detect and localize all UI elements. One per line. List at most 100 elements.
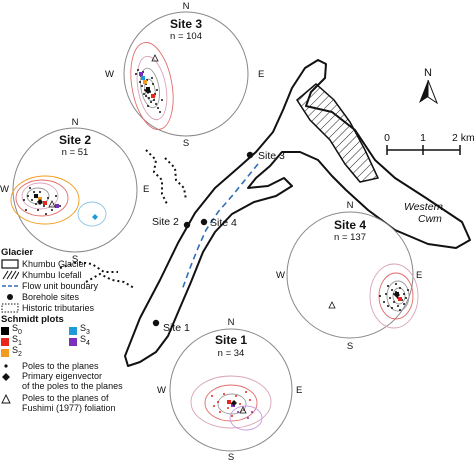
legend-label-flow-unit-boundary: Flow unit boundary	[22, 280, 99, 291]
legend-label-s1: S1	[12, 334, 22, 347]
legend-item-flow-unit-boundary: Flow unit boundary	[1, 280, 176, 291]
legend-item-eigenvector: Primary eigenvector of the poles to the …	[1, 371, 176, 393]
legend-glacier-header: Glacier	[1, 247, 34, 258]
legend-item-s2: S2	[1, 345, 69, 360]
site-2-west: W	[0, 184, 9, 195]
borehole-site-3	[246, 151, 254, 159]
legend-label-eigen-2: of the poles to the planes	[22, 381, 123, 391]
legend-label-s3: S3	[80, 323, 90, 336]
stereonet-site-3: Site 3 n = 104 N E S W	[105, 1, 264, 149]
s0-swatch-icon	[1, 326, 9, 335]
legend-label-historic-tributaries: Historic tributaries	[22, 302, 95, 313]
borehole-sites	[152, 151, 254, 327]
site-4-title: Site 4	[334, 218, 366, 232]
dot-icon	[1, 292, 19, 302]
borehole-site-1	[152, 319, 160, 327]
legend-item-s4: S4	[69, 334, 137, 349]
site-3-north: N	[183, 1, 190, 12]
site-3-west: W	[105, 69, 114, 80]
stereonet-site-2-frame	[12, 127, 138, 253]
site-4-n: n = 137	[334, 232, 366, 243]
stereonet-site-4-frame	[286, 211, 414, 339]
site-3-title: Site 3	[170, 17, 202, 31]
site-4-north: N	[347, 200, 354, 211]
hatched-box-icon	[1, 270, 20, 280]
scale-tick-0: 0	[384, 132, 390, 144]
legend-item-s3: S3	[69, 323, 137, 338]
site-4-west: W	[276, 270, 285, 281]
map-label-site-4: Site 4	[210, 217, 237, 229]
site-1-west: W	[157, 385, 166, 396]
map-label-site-3: Site 3	[258, 150, 285, 162]
historic-tributaries	[59, 149, 187, 289]
khumbu-icefall	[296, 83, 380, 183]
s2-swatch-icon	[1, 348, 9, 357]
legend-item-fushimi: Poles to the planes of Fushimi (1977) fo…	[1, 393, 176, 415]
scale-tick-1: 1	[420, 132, 426, 144]
legend-schmidt-row-1: S0 S3	[1, 323, 176, 338]
legend-label-s0: S0	[12, 323, 22, 336]
legend-item-khumbu-icefall: Khumbu Icefall	[1, 269, 176, 280]
s4-swatch-icon	[69, 337, 77, 346]
site-1-north: N	[228, 317, 235, 328]
site-1-n: n = 34	[218, 348, 245, 359]
stereonet-site-3-frame	[123, 11, 249, 137]
legend-item-khumbu-glacier: Khumbu Glacier	[1, 258, 176, 269]
map-label-site-1: Site 1	[163, 322, 190, 334]
triangle-icon	[1, 393, 19, 404]
site-1-title: Site 1	[215, 333, 247, 347]
s3-swatch-icon	[69, 326, 77, 335]
legend-label-fushimi-2: Fushimi (1977) foliation	[22, 403, 116, 413]
legend-label-khumbu-glacier: Khumbu Glacier	[22, 258, 87, 269]
legend: Glacier Khumbu Glacier Khumbu Icefall Fl…	[1, 247, 176, 415]
site-3-east: E	[258, 69, 264, 80]
map-label-western-cwm-1: Western	[404, 201, 443, 213]
site-2-east: E	[143, 184, 149, 195]
legend-item-s1: S1	[1, 334, 69, 349]
site-1-poles	[211, 391, 251, 417]
s1-swatch-icon	[1, 337, 9, 346]
north-arrow-icon: N	[419, 67, 439, 105]
site-2-south: S	[72, 254, 78, 265]
site-2-n: n = 51	[62, 147, 89, 158]
dotted-box-icon	[1, 303, 19, 313]
scale-tick-2: 2 km	[452, 132, 474, 144]
borehole-site-4	[200, 218, 208, 226]
borehole-site-2	[183, 221, 191, 229]
stereonet-site-1: Site 1 n = 34 N E S W	[157, 317, 302, 463]
site-3-n: n = 104	[170, 31, 202, 42]
legend-item-historic-tributaries: Historic tributaries	[1, 302, 176, 313]
legend-item-poles: Poles to the planes	[1, 360, 176, 371]
stereonet-site-4: Site 4 n = 137 N E S W	[276, 200, 422, 352]
site-1-east: E	[296, 385, 302, 396]
legend-label-poles: Poles to the planes	[22, 360, 99, 371]
legend-label-borehole-sites: Borehole sites	[22, 291, 80, 302]
legend-label-s2: S2	[12, 345, 22, 358]
legend-item-borehole-sites: Borehole sites	[1, 291, 176, 302]
scale-bar: 0 1 2 km	[384, 132, 474, 155]
site-4-south: S	[347, 341, 353, 352]
site-1-south: S	[228, 452, 234, 463]
stereonet-site-2: Site 2 n = 51 N E S W	[0, 117, 149, 265]
site-4-east: E	[416, 270, 422, 281]
site-3-south: S	[183, 138, 189, 149]
legend-label-fushimi-1: Poles to the planes of	[22, 393, 109, 403]
diamond-icon	[1, 372, 19, 382]
pole-dot-icon	[1, 361, 19, 371]
legend-label-s4: S4	[80, 334, 90, 347]
legend-label-eigen-1: Primary eigenvector	[22, 371, 103, 381]
legend-schmidt-header: Schmidt plots	[1, 314, 64, 325]
north-arrow-label: N	[424, 67, 432, 79]
legend-schmidt-row-2: S1 S4	[1, 334, 176, 349]
map-label-western-cwm-2: Cwm	[418, 213, 442, 225]
map-label-site-2: Site 2	[152, 216, 179, 228]
legend-item-s0: S0	[1, 323, 69, 338]
legend-schmidt-row-3: S2	[1, 345, 176, 360]
site-2-poles	[23, 187, 61, 215]
legend-label-khumbu-icefall: Khumbu Icefall	[22, 269, 82, 280]
khumbu-glacier-outline	[124, 59, 471, 367]
dashed-line-icon	[1, 281, 19, 291]
flow-unit-boundary	[181, 163, 259, 291]
